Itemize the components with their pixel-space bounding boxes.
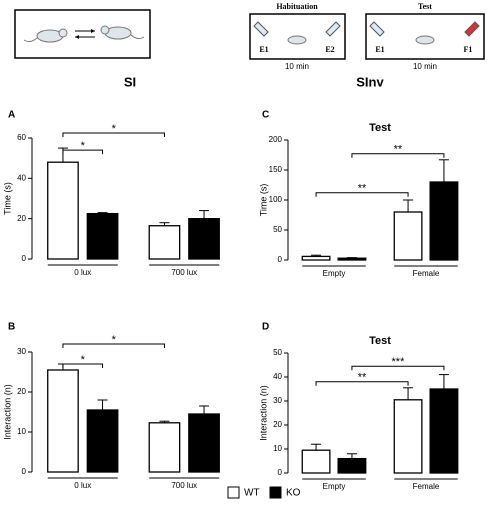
panel-label: D <box>262 322 269 333</box>
bar <box>47 369 79 473</box>
x-tick-label: Empty <box>323 482 346 491</box>
box-title: Test <box>418 2 432 11</box>
significance-bracket <box>62 343 165 348</box>
duration: 10 min <box>285 62 309 71</box>
bar <box>188 413 220 473</box>
box-title: Habituation <box>276 2 318 11</box>
y-axis-label: Time (s) <box>258 184 268 217</box>
duration: 10 min <box>413 62 437 71</box>
significance-label: ** <box>394 144 403 156</box>
y-axis-label: Interaction (n) <box>258 385 268 441</box>
object-label: E1 <box>375 45 384 54</box>
legend-label: WT <box>244 488 260 499</box>
object-label: F1 <box>464 45 473 54</box>
bar <box>148 225 181 260</box>
significance-label: ** <box>358 183 367 195</box>
y-tick-label: 20 <box>273 420 282 429</box>
x-tick-label: 0 lux <box>74 481 91 490</box>
significance-bracket <box>315 381 409 386</box>
legend-swatch <box>269 486 282 499</box>
object-label: E2 <box>325 45 334 54</box>
significance-bracket <box>62 363 104 368</box>
x-tick-label: Empty <box>323 269 346 278</box>
y-tick-label: 40 <box>17 173 26 182</box>
significance-bracket <box>315 192 409 197</box>
bar <box>301 255 331 261</box>
bar <box>429 181 459 261</box>
heading: SI <box>124 74 136 89</box>
x-tick-label: 700 lux <box>171 268 197 277</box>
bar <box>86 212 119 260</box>
object-label: E1 <box>259 45 268 54</box>
significance-bracket <box>62 149 104 155</box>
si-illustration <box>14 9 151 59</box>
y-tick-label: 20 <box>17 387 26 396</box>
chart-title: Test <box>369 122 391 134</box>
y-tick-label: 50 <box>273 348 282 357</box>
y-tick-label: 10 <box>273 444 282 453</box>
significance-bracket <box>351 153 445 158</box>
bar <box>429 388 459 474</box>
y-tick-label: 0 <box>22 254 27 263</box>
bar <box>393 211 423 261</box>
bar <box>301 449 331 474</box>
y-tick-label: 0 <box>278 255 283 264</box>
y-tick-label: 60 <box>17 133 26 142</box>
legend-label: KO <box>286 488 301 499</box>
legend-swatch <box>227 486 240 499</box>
bar <box>393 399 423 474</box>
y-tick-label: 100 <box>269 195 283 204</box>
y-tick-label: 150 <box>269 165 283 174</box>
y-tick-label: 20 <box>17 214 26 223</box>
significance-label: ** <box>358 372 367 384</box>
panel-label: B <box>8 322 15 333</box>
significance-label: * <box>81 140 86 152</box>
significance-bracket <box>351 365 445 371</box>
bar <box>148 422 181 473</box>
y-axis-label: Interaction (n) <box>2 384 12 440</box>
y-tick-label: 30 <box>273 396 282 405</box>
x-tick-label: 0 lux <box>74 268 91 277</box>
y-tick-label: 200 <box>269 135 283 144</box>
significance-label: * <box>112 334 117 346</box>
x-tick-label: Female <box>413 482 440 491</box>
significance-bracket <box>62 132 165 137</box>
y-axis-label: Time (s) <box>2 182 12 215</box>
significance-label: * <box>81 354 86 366</box>
panel-label: A <box>8 110 15 121</box>
heading: SInv <box>356 74 384 89</box>
y-tick-label: 50 <box>273 225 282 234</box>
significance-label: *** <box>392 356 406 368</box>
significance-label: * <box>112 123 117 135</box>
y-tick-label: 30 <box>17 347 26 356</box>
habituation-box <box>249 13 346 60</box>
x-tick-label: Female <box>413 269 440 278</box>
y-tick-label: 10 <box>17 427 26 436</box>
bar <box>86 409 119 473</box>
bar <box>47 161 79 260</box>
bar <box>188 218 220 260</box>
y-tick-label: 0 <box>22 467 27 476</box>
chart-title: Test <box>369 335 391 347</box>
bar <box>337 457 367 474</box>
panel-label: C <box>262 110 269 121</box>
test-box <box>365 13 485 60</box>
y-tick-label: 40 <box>273 372 282 381</box>
x-tick-label: 700 lux <box>171 481 197 490</box>
bar <box>337 257 367 261</box>
y-tick-label: 0 <box>278 468 283 477</box>
